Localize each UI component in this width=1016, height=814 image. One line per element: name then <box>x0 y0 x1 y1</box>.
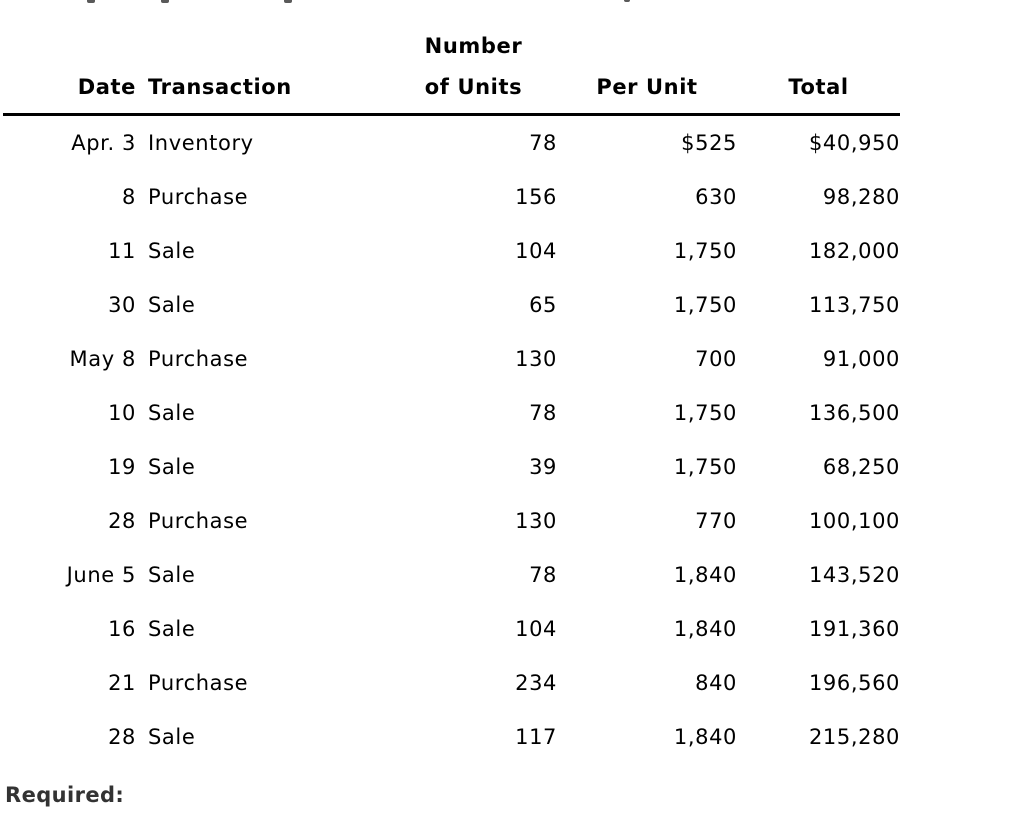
text-fragment <box>161 0 169 3</box>
date-cell: 28 <box>108 509 136 533</box>
required-label: Required: <box>5 783 125 807</box>
table-row: 8 Purchase 156 630 98,280 <box>3 170 900 224</box>
units-cell: 104 <box>515 239 557 263</box>
units-cell: 78 <box>529 563 557 587</box>
units-cell: 65 <box>529 293 557 317</box>
units-cell: 234 <box>515 671 557 695</box>
date-cell: 28 <box>108 725 136 749</box>
date-cell: June 5 <box>66 563 136 587</box>
per-unit-cell: 1,840 <box>673 725 737 749</box>
total-cell: $40,950 <box>808 131 900 155</box>
date-cell: 11 <box>108 239 136 263</box>
table-row: May 8 Purchase 130 700 91,000 <box>3 332 900 386</box>
total-cell: 98,280 <box>822 185 900 209</box>
per-unit-cell: 770 <box>695 509 737 533</box>
header-total: Total <box>737 26 900 116</box>
text-fragment <box>87 0 95 3</box>
units-cell: 104 <box>515 617 557 641</box>
total-cell: 100,100 <box>808 509 900 533</box>
transaction-cell: Inventory <box>148 131 254 155</box>
date-cell: 8 <box>122 185 136 209</box>
transactions-table: Date Transaction Number of Units Per Uni… <box>3 26 900 764</box>
header-transaction: Transaction <box>138 26 390 116</box>
text-fragment <box>624 0 630 2</box>
total-cell: 182,000 <box>808 239 900 263</box>
transaction-cell: Sale <box>148 563 196 587</box>
transaction-cell: Sale <box>148 239 196 263</box>
date-cell: 19 <box>108 455 136 479</box>
table-row: 19 Sale 39 1,750 68,250 <box>3 440 900 494</box>
transaction-cell: Purchase <box>148 185 249 209</box>
units-cell: 78 <box>529 401 557 425</box>
total-cell: 215,280 <box>808 725 900 749</box>
per-unit-cell: 700 <box>695 347 737 371</box>
table-header: Date Transaction Number of Units Per Uni… <box>3 26 900 116</box>
date-cell: May 8 <box>69 347 136 371</box>
per-unit-cell: 840 <box>695 671 737 695</box>
per-unit-cell: 1,750 <box>673 401 737 425</box>
text-fragment <box>284 0 292 3</box>
total-cell: 113,750 <box>808 293 900 317</box>
per-unit-cell: 630 <box>695 185 737 209</box>
units-cell: 130 <box>515 509 557 533</box>
date-cell: 10 <box>108 401 136 425</box>
transaction-cell: Purchase <box>148 671 249 695</box>
per-unit-cell: $525 <box>681 131 737 155</box>
transaction-cell: Sale <box>148 401 196 425</box>
header-per-unit: Per Unit <box>557 26 737 116</box>
date-cell: 21 <box>108 671 136 695</box>
transaction-cell: Purchase <box>148 509 249 533</box>
table-row: 16 Sale 104 1,840 191,360 <box>3 602 900 656</box>
units-cell: 130 <box>515 347 557 371</box>
units-cell: 78 <box>529 131 557 155</box>
table-row: 28 Sale 117 1,840 215,280 <box>3 710 900 764</box>
per-unit-cell: 1,840 <box>673 617 737 641</box>
transaction-cell: Sale <box>148 725 196 749</box>
units-cell: 117 <box>515 725 557 749</box>
table-row: 10 Sale 78 1,750 136,500 <box>3 386 900 440</box>
table-row: Apr. 3 Inventory 78 $525 $40,950 <box>3 115 900 171</box>
transactions-table-container: Date Transaction Number of Units Per Uni… <box>3 26 900 764</box>
total-cell: 191,360 <box>808 617 900 641</box>
per-unit-cell: 1,840 <box>673 563 737 587</box>
total-cell: 136,500 <box>808 401 900 425</box>
transaction-cell: Sale <box>148 455 196 479</box>
header-date: Date <box>3 26 138 116</box>
date-cell: Apr. 3 <box>71 131 136 155</box>
total-cell: 68,250 <box>822 455 900 479</box>
header-row: Date Transaction Number of Units Per Uni… <box>3 26 900 116</box>
total-cell: 143,520 <box>808 563 900 587</box>
transaction-cell: Purchase <box>148 347 249 371</box>
units-cell: 156 <box>515 185 557 209</box>
transaction-cell: Sale <box>148 617 196 641</box>
table-row: 28 Purchase 130 770 100,100 <box>3 494 900 548</box>
date-cell: 30 <box>108 293 136 317</box>
date-cell: 16 <box>108 617 136 641</box>
table-row: 21 Purchase 234 840 196,560 <box>3 656 900 710</box>
per-unit-cell: 1,750 <box>673 239 737 263</box>
header-number-of-units: Number of Units <box>390 26 557 116</box>
per-unit-cell: 1,750 <box>673 293 737 317</box>
table-row: June 5 Sale 78 1,840 143,520 <box>3 548 900 602</box>
total-cell: 91,000 <box>822 347 900 371</box>
transaction-cell: Sale <box>148 293 196 317</box>
table-row: 11 Sale 104 1,750 182,000 <box>3 224 900 278</box>
per-unit-cell: 1,750 <box>673 455 737 479</box>
table-body: Apr. 3 Inventory 78 $525 $40,950 8 Purch… <box>3 115 900 765</box>
table-row: 30 Sale 65 1,750 113,750 <box>3 278 900 332</box>
units-cell: 39 <box>529 455 557 479</box>
total-cell: 196,560 <box>808 671 900 695</box>
